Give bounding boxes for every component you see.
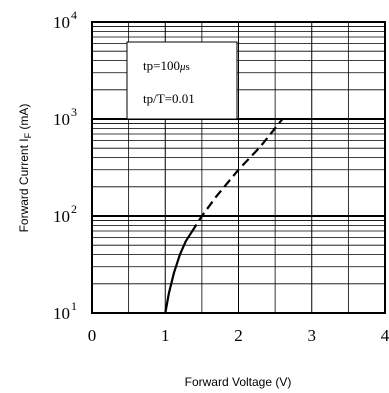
curve (164, 118, 284, 314)
x-tick-label: 4 (381, 326, 389, 345)
plot-frame (91, 21, 386, 314)
annotation-duty-cycle: tp/T=0.01 (143, 91, 195, 106)
x-tick-label: 0 (88, 326, 97, 345)
minor-grid (92, 22, 385, 313)
y-tick-exponent: 4 (71, 8, 77, 22)
curve-dashed-segment (190, 118, 284, 233)
y-tick-label: 10 (53, 110, 70, 129)
annotation-pulse-width: tp=100μs (143, 58, 190, 73)
y-axis-label: Forward Current IF (mA) (17, 104, 33, 233)
y-tick-exponent: 2 (71, 202, 77, 216)
x-tick-label: 3 (308, 326, 317, 345)
x-tick-labels: 0 1 2 3 4 (88, 326, 389, 345)
x-axis-label: Forward Voltage (V) (185, 375, 292, 389)
curve-solid-segment (164, 231, 193, 314)
y-tick-exponent: 1 (71, 299, 77, 313)
y-tick-exponent: 3 (71, 105, 77, 119)
y-tick-label: 10 (53, 13, 70, 32)
x-tick-label: 2 (234, 326, 243, 345)
y-tick-label: 10 (53, 207, 70, 226)
y-tick-label: 10 (53, 304, 70, 323)
annotation-box: tp=100μs tp/T=0.01 (126, 41, 238, 120)
x-tick-label: 1 (161, 326, 170, 345)
